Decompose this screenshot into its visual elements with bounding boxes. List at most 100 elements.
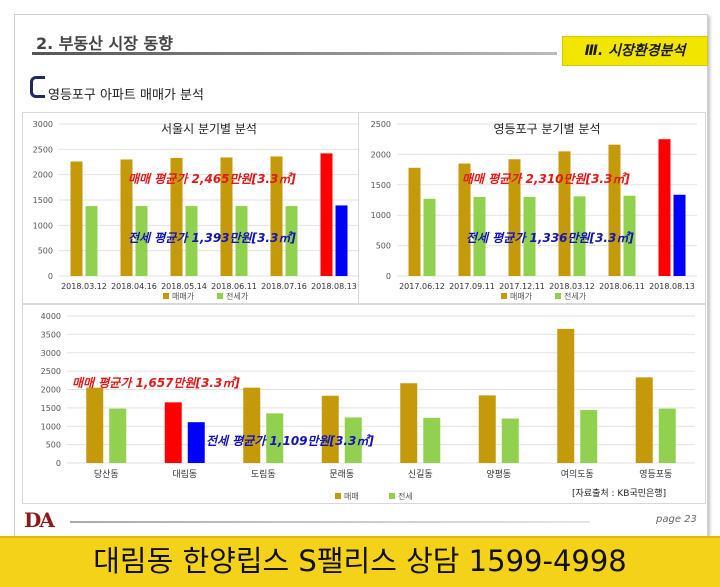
jeonse-bar bbox=[266, 413, 284, 463]
y-tick-label: 1500 bbox=[33, 196, 53, 205]
sale-bar bbox=[320, 153, 333, 276]
y-tick-label: 0 bbox=[48, 272, 53, 281]
sale-bar bbox=[400, 383, 418, 463]
y-tick-label: 1500 bbox=[41, 404, 61, 413]
contact-banner: 대림동 한양립스 S팰리스 상담 1599-4998 bbox=[0, 536, 720, 587]
legend-label-jeonse: 전세가 bbox=[226, 291, 249, 301]
y-tick-label: 3000 bbox=[33, 120, 53, 129]
legend-label-jeonse: 전세가 bbox=[564, 291, 587, 301]
section-badge: Ⅲ. 시장환경분석 bbox=[562, 36, 708, 66]
category-label: 2017.12.11 bbox=[499, 282, 545, 291]
y-tick-label: 1000 bbox=[41, 422, 61, 431]
legend-swatch-sale bbox=[163, 293, 169, 299]
jeonse-bar bbox=[109, 408, 127, 463]
category-label: 2018.08.13 bbox=[311, 282, 357, 291]
sale-bar bbox=[658, 139, 671, 276]
category-label: 도림동 bbox=[251, 468, 276, 480]
neighborhood-sale-average-annotation: 매매 평균가 1,657만원[3.3㎡] bbox=[72, 376, 240, 390]
y-tick-label: 1500 bbox=[371, 181, 391, 190]
category-label: 2018.04.16 bbox=[111, 282, 157, 291]
category-label: 영등포동 bbox=[639, 469, 672, 480]
sale-bar bbox=[635, 377, 653, 463]
jeonse-bar bbox=[423, 198, 436, 276]
seoul-jeonse-average-annotation: 전세 평균가 1,393만원[3.3㎡] bbox=[128, 231, 296, 245]
category-label: 신길동 bbox=[408, 469, 433, 480]
legend-swatch-sale bbox=[501, 293, 507, 299]
jeonse-bar bbox=[185, 206, 198, 276]
bracket-icon bbox=[30, 76, 45, 98]
category-label: 2018.05.14 bbox=[161, 282, 207, 291]
sale-bar bbox=[321, 395, 339, 463]
category-label: 2018.08.13 bbox=[649, 282, 695, 291]
yeongdeungpo-chart: 0 500 1000 1500 2000 2500 영등포구 분기별 분석 2017.06.1… bbox=[371, 120, 697, 301]
chart-title: 영등포구 분기별 분석 bbox=[494, 122, 601, 136]
y-tick-label: 1000 bbox=[371, 211, 391, 220]
jeonse-bar bbox=[673, 194, 686, 276]
sale-bar bbox=[558, 151, 571, 276]
legend-swatch-jeonse bbox=[217, 293, 223, 299]
jeonse-bar bbox=[573, 196, 586, 276]
seoul-chart-panel: 0 500 1000 1500 2000 2500 3000 서울시 분기별 분석 2018.0… bbox=[22, 112, 368, 304]
category-label: 2017.06.12 bbox=[399, 282, 445, 291]
neighborhood-chart: 0 500 1000 1500 2000 2500 3000 3500 4000 당산동 대림동 도림… bbox=[41, 312, 695, 501]
y-tick-label: 3000 bbox=[41, 349, 61, 358]
category-label: 2018.07.16 bbox=[261, 282, 307, 291]
jeonse-bar bbox=[344, 417, 362, 463]
category-label: 대림동 bbox=[172, 468, 197, 480]
category-label: 여의도동 bbox=[561, 468, 594, 480]
sale-bar bbox=[170, 157, 183, 276]
y-tick-label: 500 bbox=[46, 441, 61, 450]
sale-bar bbox=[478, 395, 496, 463]
sale-bar bbox=[408, 167, 421, 276]
y-tick-label: 2000 bbox=[41, 386, 61, 395]
y-tick-label: 2500 bbox=[33, 145, 53, 154]
category-label: 2018.06.11 bbox=[211, 282, 257, 291]
title-divider bbox=[32, 52, 557, 55]
sale-bar bbox=[270, 156, 283, 276]
yeongdeungpo-jeonse-average-annotation: 전세 평균가 1,336만원[3.3㎡] bbox=[466, 231, 634, 245]
category-label: 2018.06.11 bbox=[599, 282, 645, 291]
category-label: 문래동 bbox=[329, 469, 354, 480]
jeonse-bar bbox=[135, 206, 148, 276]
y-tick-label: 500 bbox=[38, 247, 53, 256]
y-tick-label: 2000 bbox=[33, 171, 53, 180]
sale-bar bbox=[220, 157, 233, 276]
jeonse-bar bbox=[473, 196, 486, 276]
legend-label-jeonse: 전세 bbox=[398, 491, 413, 501]
y-tick-label: 0 bbox=[56, 459, 61, 468]
y-tick-label: 2000 bbox=[371, 150, 391, 159]
legend-label-sale: 매매가 bbox=[172, 292, 195, 301]
y-tick-label: 4000 bbox=[41, 312, 61, 321]
sale-bar bbox=[458, 163, 471, 276]
jeonse-bar bbox=[501, 418, 519, 463]
jeonse-bar bbox=[285, 206, 298, 276]
y-tick-label: 0 bbox=[386, 272, 391, 281]
legend-swatch-jeonse bbox=[389, 493, 395, 499]
sale-bar bbox=[608, 144, 621, 276]
y-tick-label: 2500 bbox=[41, 367, 61, 376]
legend-swatch-sale bbox=[335, 493, 341, 499]
y-tick-label: 3500 bbox=[41, 330, 61, 339]
yeongdeungpo-chart-panel: 0 500 1000 1500 2000 2500 영등포구 분기별 분석 2017.06.1… bbox=[358, 112, 706, 304]
category-label: 양평동 bbox=[486, 469, 511, 480]
sale-bar bbox=[508, 159, 521, 276]
section-title: 2. 부동산 시장 동향 bbox=[36, 34, 173, 53]
seoul-sale-average-annotation: 매매 평균가 2,465만원[3.3㎡] bbox=[128, 172, 296, 186]
sale-bar bbox=[557, 328, 575, 463]
y-tick-label: 500 bbox=[376, 242, 391, 251]
company-logo: DA bbox=[24, 508, 64, 534]
legend-swatch-jeonse bbox=[555, 293, 561, 299]
seoul-chart: 0 500 1000 1500 2000 2500 3000 서울시 분기별 분석 2018.0… bbox=[33, 120, 359, 301]
jeonse-bar bbox=[623, 195, 636, 276]
sale-bar bbox=[70, 161, 83, 276]
category-label: 2018.03.12 bbox=[549, 282, 595, 291]
yeongdeungpo-sale-average-annotation: 매매 평균가 2,310만원[3.3㎡] bbox=[462, 172, 630, 186]
y-tick-label: 1000 bbox=[33, 221, 53, 230]
jeonse-bar bbox=[580, 410, 598, 463]
neighborhood-chart-panel: 0 500 1000 1500 2000 2500 3000 3500 4000 당산동 대림동 도림… bbox=[22, 304, 706, 504]
jeonse-bar bbox=[423, 417, 441, 463]
chart-title: 서울시 분기별 분석 bbox=[161, 122, 257, 136]
y-tick-label: 2500 bbox=[371, 120, 391, 129]
category-label: 2017.09.11 bbox=[449, 282, 495, 291]
